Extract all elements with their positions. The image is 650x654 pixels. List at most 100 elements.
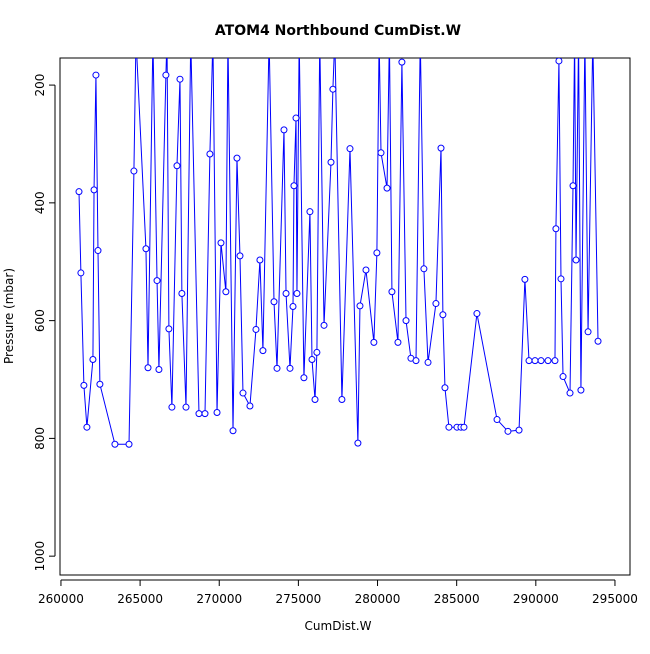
data-point [525,357,533,365]
data-point [412,357,420,365]
data-point [300,374,308,382]
data-point [439,311,447,319]
data-point [424,358,432,366]
data-point [206,150,214,158]
x-tick-label: 270000 [196,592,242,606]
plot-area [75,35,602,448]
data-point [165,325,173,333]
data-point [373,249,381,257]
x-tick-label: 265000 [117,592,163,606]
data-point [402,317,410,325]
data-point [222,288,230,296]
data-point [594,337,602,345]
data-point [576,35,582,41]
data-point [96,380,104,388]
data-point [92,71,100,79]
data-point [394,338,402,346]
chart-title: ATOM4 Northbound CumDist.W [215,23,461,39]
data-point [445,423,453,431]
data-point [504,427,512,435]
data-point [590,35,596,41]
data-point [584,328,592,336]
data-point [142,245,150,253]
data-point [236,252,244,260]
data-point [162,71,170,79]
data-point [182,403,190,411]
data-point [473,310,481,318]
data-point [577,386,585,394]
data-point [259,347,267,355]
data-point [460,423,468,431]
data-line [78,58,599,445]
data-point [273,364,281,372]
data-point [144,364,152,372]
data-point [150,35,156,41]
data-point [437,144,445,152]
data-point [313,348,321,356]
data-point [293,290,301,298]
data-point [306,208,314,216]
data-point [290,182,298,190]
data-point [292,114,300,122]
data-point [201,410,209,418]
data-point [566,389,574,397]
data-point [555,58,563,65]
data-point [388,288,396,296]
data-point [370,338,378,346]
x-tick-label: 285000 [434,592,480,606]
data-point [90,186,98,194]
data-point [168,403,176,411]
data-point [75,188,83,196]
data-point [338,396,346,404]
data-point [383,184,391,192]
data-point [362,266,370,274]
x-tick-label: 280000 [355,592,401,606]
data-point [153,277,161,285]
y-tick-label: 1000 [33,541,47,572]
data-point [311,396,319,404]
data-point [176,75,184,83]
data-point [572,256,580,264]
data-point [256,256,264,264]
data-point [133,35,139,41]
data-point [346,145,354,153]
data-point [111,440,119,448]
data-point [569,182,577,190]
x-tick-label: 290000 [513,592,559,606]
y-axis-label: Pressure (mbar) [2,268,16,364]
x-tick-label: 275000 [275,592,321,606]
data-point [441,384,449,392]
data-point [559,373,567,381]
data-point [173,162,181,170]
x-tick-label: 260000 [38,592,84,606]
data-point [217,239,225,247]
x-tick-label: 295000 [592,592,638,606]
data-point [356,302,364,310]
data-point [320,321,328,329]
data-point [354,439,362,447]
data-point [164,35,170,41]
data-point [77,269,85,277]
data-point [125,440,133,448]
data-point [213,408,221,416]
data-point [80,381,88,389]
data-point [531,357,539,365]
data-point [537,357,545,365]
data-point [572,35,578,41]
y-tick-label: 200 [33,74,47,97]
data-point [280,126,288,134]
data-point [89,355,97,363]
data-point [178,290,186,298]
data-point [329,85,337,93]
data-point [286,364,294,372]
data-point [521,275,529,283]
data-point [195,410,203,418]
data-point [544,357,552,365]
plot-box [59,57,631,576]
data-point [398,58,406,66]
data-point [493,416,501,424]
data-point [188,35,194,41]
data-point [289,302,297,310]
data-point [130,167,138,175]
